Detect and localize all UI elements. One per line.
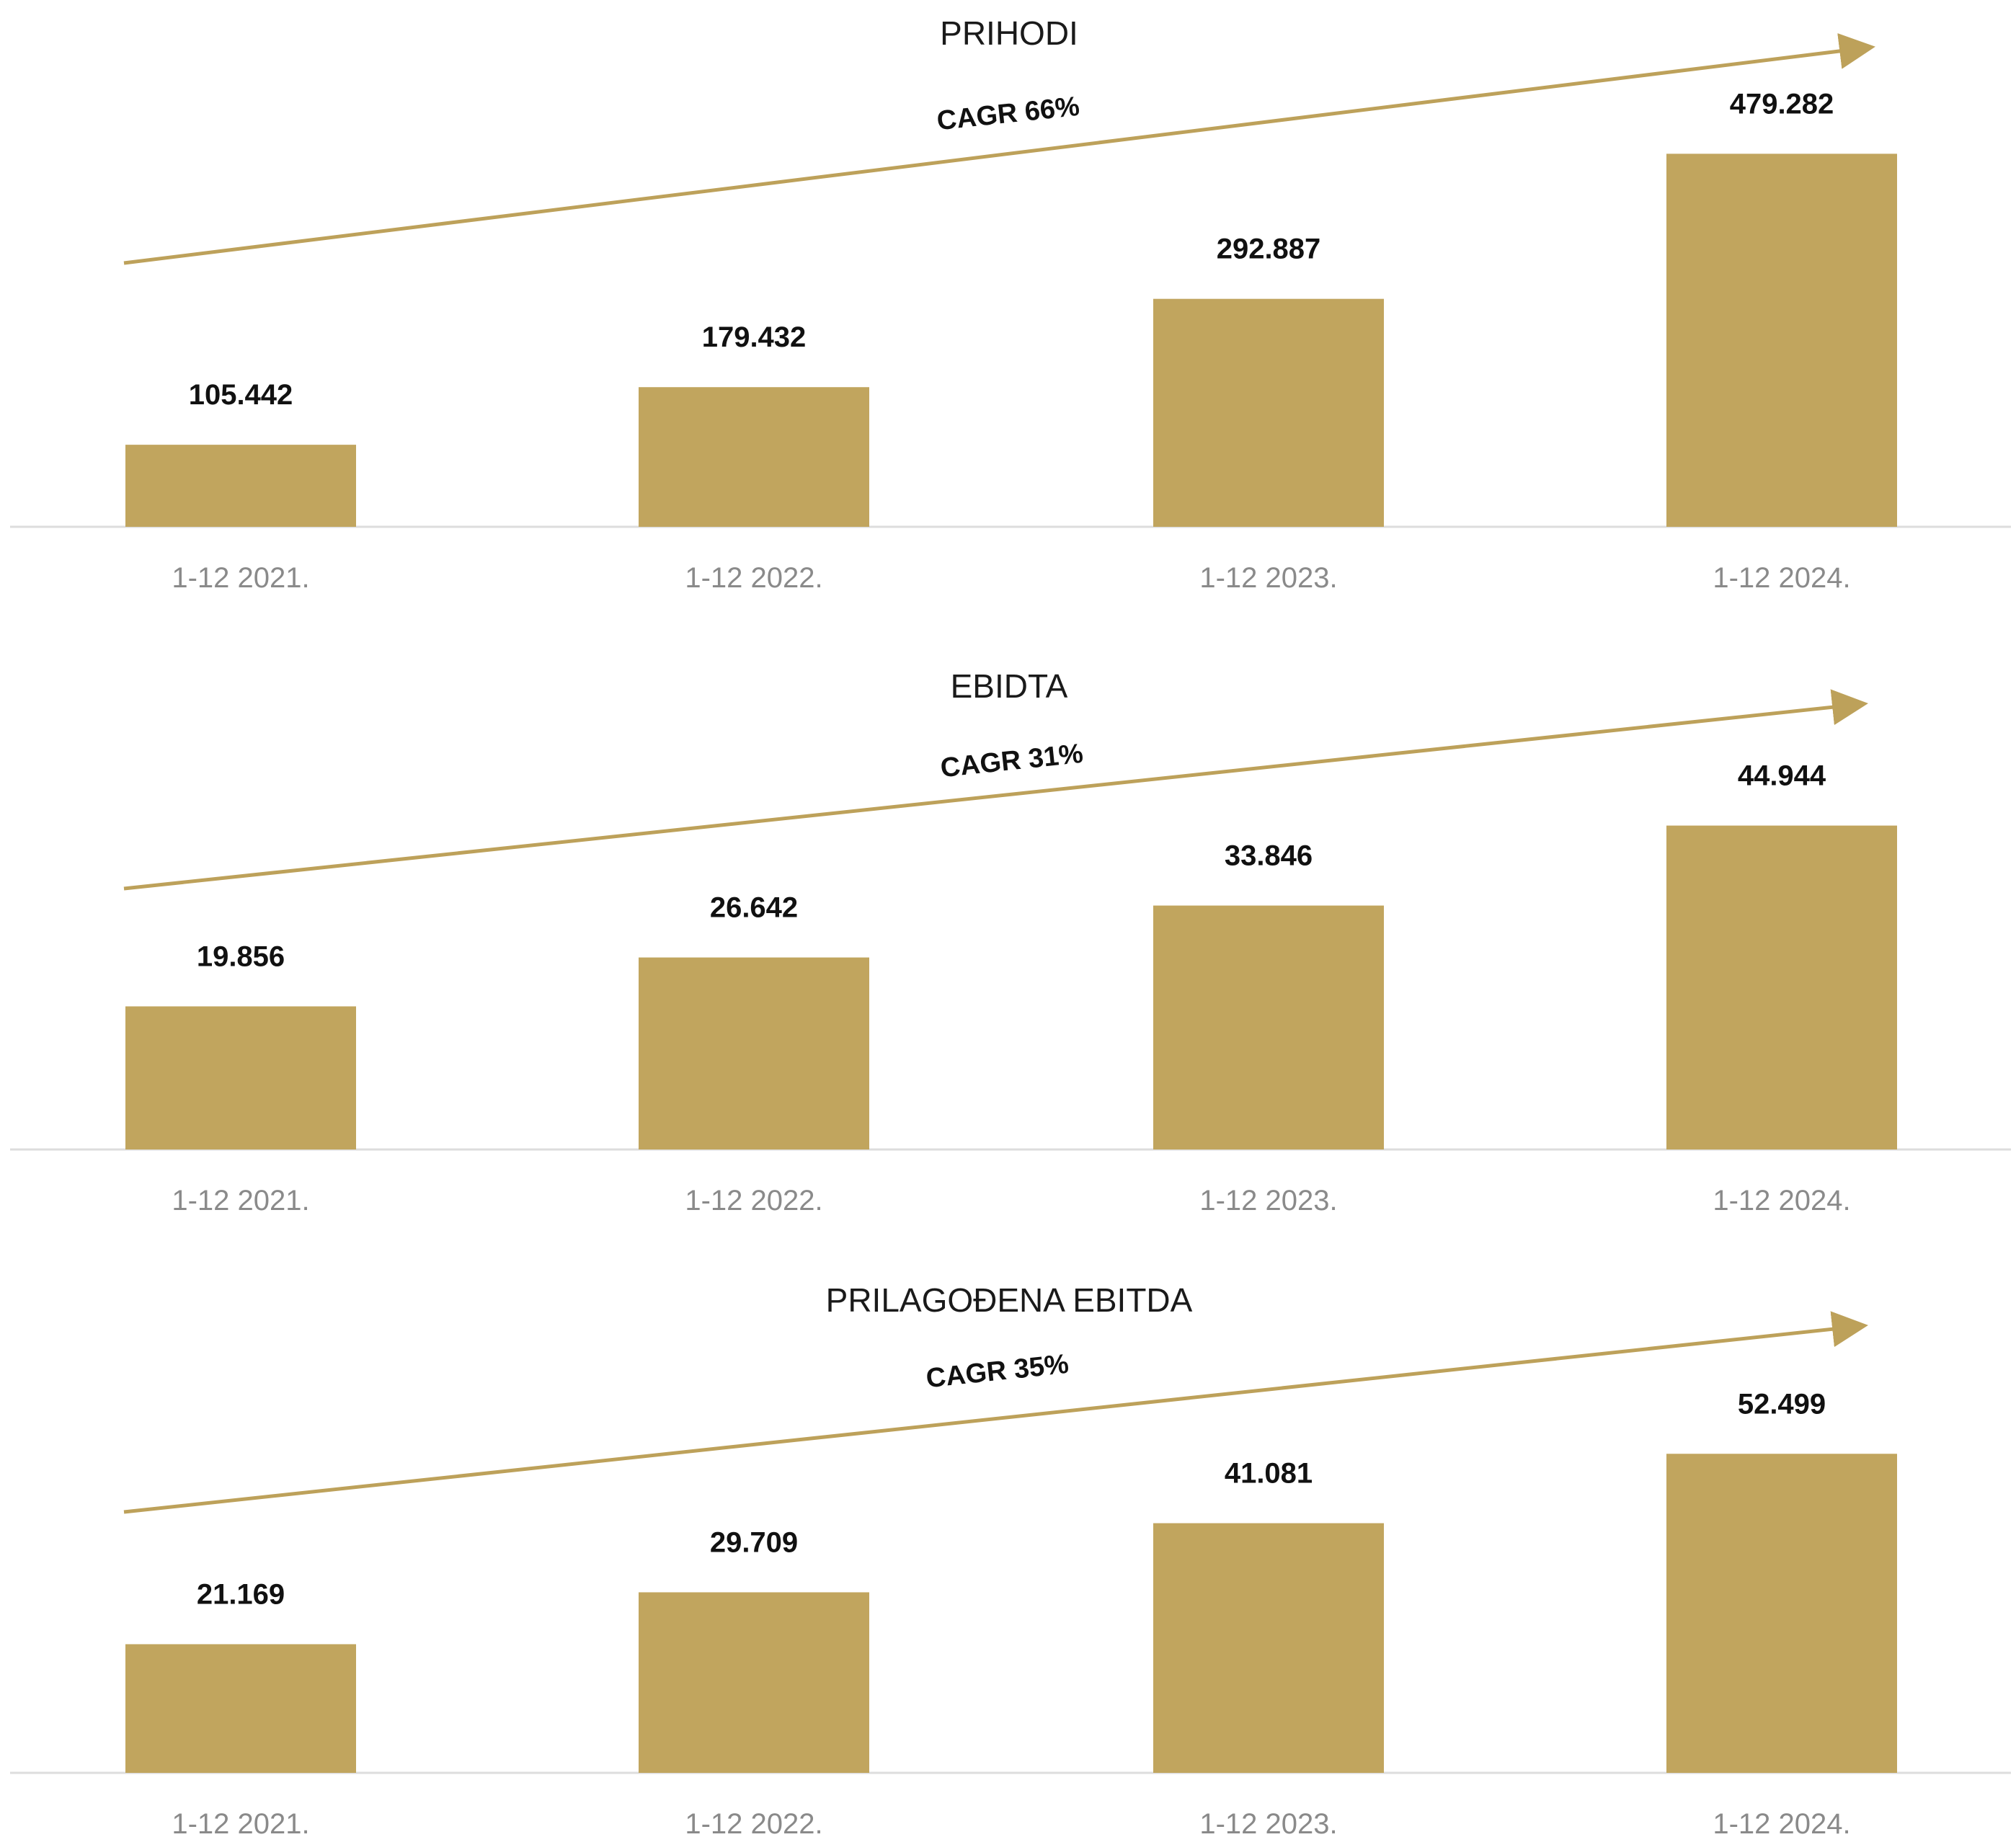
trend-arrow [123, 1311, 1868, 1514]
bar [639, 387, 869, 527]
chart-panel-1: PRIHODI 105.442 1-12 2021. 179.432 1-12 2022… [10, 14, 2011, 594]
data-label: 26.642 [710, 892, 798, 924]
bar [639, 1592, 869, 1773]
chart-panel-3: PRILAGOĐENA EBITDA 21.169 1-12 2021. 29.709… [10, 1281, 2011, 1837]
chart-panel-2: EBIDTA 19.856 1-12 2021. 26.642 1-12 2022. 33… [10, 667, 2011, 1216]
bar [1666, 154, 1897, 528]
cagr-annotation: CAGR 31% [939, 739, 1085, 784]
data-label: 105.442 [189, 379, 293, 411]
x-tick-label: 1-12 2023. [1199, 562, 1337, 594]
data-label: 29.709 [710, 1526, 798, 1558]
bar [1153, 1523, 1384, 1773]
data-label: 33.846 [1225, 840, 1313, 872]
cagr-annotation: CAGR 35% [925, 1349, 1070, 1395]
x-tick-label: 1-12 2024. [1713, 1185, 1850, 1216]
data-label: 41.081 [1225, 1458, 1313, 1490]
bar [1153, 905, 1384, 1149]
x-tick-label: 1-12 2021. [172, 1185, 309, 1216]
x-tick-label: 1-12 2022. [685, 1185, 822, 1216]
x-tick-label: 1-12 2024. [1713, 1808, 1850, 1837]
data-label: 479.282 [1730, 88, 1834, 120]
chart-title: PRIHODI [940, 14, 1078, 52]
data-label: 44.944 [1738, 760, 1826, 792]
data-label: 179.432 [702, 321, 807, 353]
x-tick-label: 1-12 2021. [172, 562, 309, 594]
cagr-annotation: CAGR 66% [936, 92, 1081, 137]
x-tick-label: 1-12 2022. [685, 1808, 822, 1837]
chart-title: PRILAGOĐENA EBITDA [826, 1281, 1193, 1319]
chart-title: EBIDTA [951, 667, 1068, 705]
data-label: 19.856 [197, 940, 285, 972]
data-label: 52.499 [1738, 1388, 1826, 1420]
x-tick-label: 1-12 2021. [172, 1808, 309, 1837]
x-tick-label: 1-12 2024. [1713, 562, 1850, 594]
x-tick-label: 1-12 2023. [1199, 1808, 1337, 1837]
x-tick-label: 1-12 2023. [1199, 1185, 1337, 1216]
data-label: 292.887 [1217, 233, 1321, 265]
bar [125, 1006, 356, 1149]
x-tick-label: 1-12 2022. [685, 562, 822, 594]
bar [125, 1644, 356, 1773]
trend-arrow [123, 689, 1868, 891]
bar [1153, 298, 1384, 527]
data-label: 21.169 [197, 1578, 285, 1610]
bar [125, 445, 356, 527]
bar [1666, 1454, 1897, 1773]
bar [1666, 825, 1897, 1149]
trend-arrow [123, 33, 1875, 265]
bar [639, 957, 869, 1149]
